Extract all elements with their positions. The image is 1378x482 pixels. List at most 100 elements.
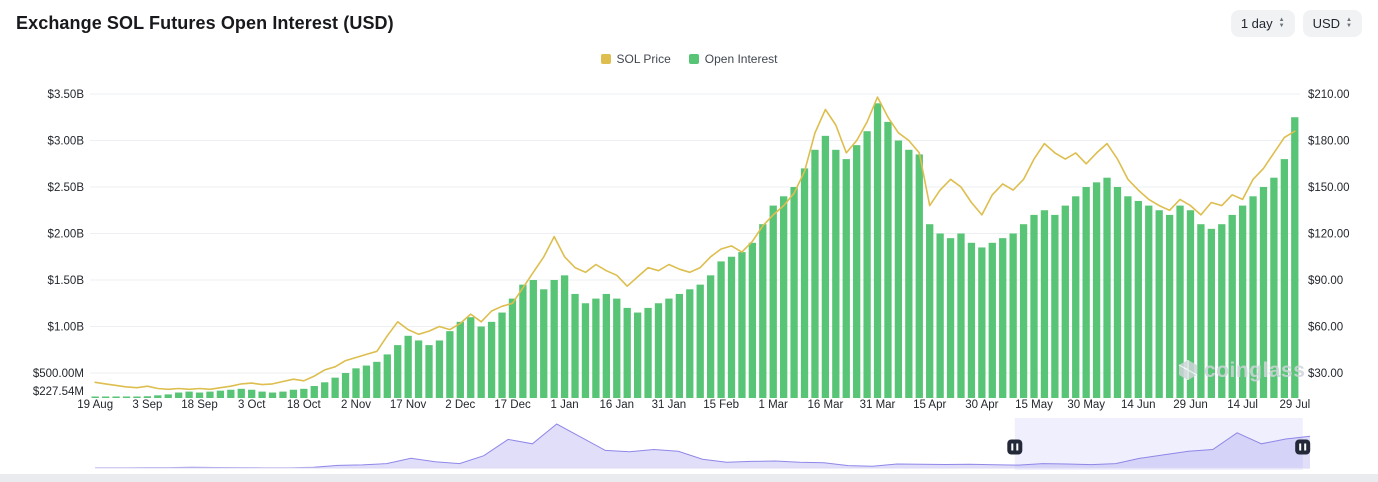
- navigator-selection[interactable]: [1014, 418, 1303, 470]
- oi-bar[interactable]: [414, 340, 423, 398]
- legend-item-sol-price[interactable]: SOL Price: [600, 52, 671, 66]
- oi-bar[interactable]: [331, 377, 339, 398]
- oi-bar[interactable]: [477, 326, 485, 399]
- oi-bar[interactable]: [164, 394, 172, 398]
- oi-bar[interactable]: [738, 252, 746, 398]
- oi-bar[interactable]: [341, 373, 350, 398]
- oi-bar[interactable]: [811, 149, 819, 398]
- navigator-handle-left[interactable]: [1007, 439, 1023, 455]
- oi-bar[interactable]: [529, 280, 537, 398]
- oi-bar[interactable]: [926, 224, 934, 398]
- oi-bar[interactable]: [1207, 228, 1215, 398]
- oi-bar[interactable]: [832, 149, 840, 398]
- navigator-handle-right[interactable]: [1295, 439, 1311, 455]
- oi-bar[interactable]: [362, 365, 371, 398]
- oi-bar[interactable]: [602, 293, 610, 398]
- oi-bar[interactable]: [373, 361, 381, 398]
- oi-bar[interactable]: [1270, 177, 1278, 398]
- oi-bar[interactable]: [258, 391, 266, 398]
- oi-bar[interactable]: [112, 396, 120, 399]
- oi-bar[interactable]: [487, 321, 496, 398]
- oi-bar[interactable]: [1113, 187, 1122, 398]
- oi-bar[interactable]: [467, 317, 475, 398]
- oi-bar[interactable]: [519, 284, 527, 398]
- oi-bar[interactable]: [1072, 196, 1080, 398]
- oi-bar[interactable]: [248, 389, 256, 398]
- oi-bar[interactable]: [1051, 214, 1059, 398]
- oi-bar[interactable]: [310, 386, 318, 398]
- oi-bar[interactable]: [91, 396, 99, 399]
- oi-bar[interactable]: [623, 307, 631, 398]
- oi-bar[interactable]: [1218, 224, 1226, 398]
- oi-bar[interactable]: [1228, 214, 1236, 398]
- oi-bar[interactable]: [1103, 177, 1111, 398]
- oi-bar[interactable]: [957, 233, 965, 399]
- oi-bar[interactable]: [1280, 159, 1288, 398]
- oi-bar[interactable]: [268, 392, 277, 398]
- oi-bar[interactable]: [1145, 205, 1153, 398]
- oi-bar[interactable]: [394, 345, 402, 398]
- oi-bar[interactable]: [1197, 224, 1205, 398]
- oi-bar[interactable]: [884, 121, 892, 399]
- oi-bar[interactable]: [853, 145, 861, 398]
- oi-bar[interactable]: [404, 335, 412, 398]
- oi-bar[interactable]: [978, 247, 986, 398]
- oi-bar[interactable]: [696, 284, 704, 398]
- oi-bar[interactable]: [769, 205, 777, 398]
- oi-bar[interactable]: [550, 280, 558, 398]
- oi-bar[interactable]: [686, 289, 694, 398]
- oi-bar[interactable]: [508, 298, 517, 398]
- oi-bar[interactable]: [613, 298, 621, 398]
- oi-bar[interactable]: [143, 396, 152, 398]
- oi-bar[interactable]: [456, 321, 464, 398]
- oi-bar[interactable]: [540, 289, 548, 398]
- oi-bar[interactable]: [905, 149, 913, 398]
- oi-bar[interactable]: [300, 388, 308, 398]
- oi-bar[interactable]: [289, 389, 298, 398]
- oi-bar[interactable]: [133, 396, 141, 399]
- oi-bar[interactable]: [154, 395, 162, 398]
- interval-select[interactable]: 1 day ▲ ▼: [1230, 9, 1295, 37]
- oi-bar[interactable]: [1040, 210, 1049, 398]
- oi-bar[interactable]: [748, 242, 757, 398]
- oi-bar[interactable]: [195, 392, 204, 398]
- oi-bar[interactable]: [227, 389, 235, 398]
- oi-bar[interactable]: [1155, 210, 1163, 398]
- oi-bar[interactable]: [571, 293, 579, 398]
- oi-bar[interactable]: [592, 298, 600, 398]
- oi-bar[interactable]: [352, 368, 360, 398]
- oi-bar[interactable]: [727, 256, 736, 398]
- oi-bar[interactable]: [759, 224, 767, 398]
- open-interest-bars[interactable]: [91, 103, 1299, 399]
- oi-bar[interactable]: [842, 159, 850, 398]
- horizontal-scrollbar[interactable]: [0, 474, 1378, 482]
- oi-bar[interactable]: [915, 154, 923, 398]
- oi-bar[interactable]: [1176, 205, 1184, 398]
- oi-bar[interactable]: [1030, 214, 1038, 398]
- oi-bar[interactable]: [560, 275, 569, 398]
- oi-bar[interactable]: [644, 307, 652, 398]
- oi-bar[interactable]: [175, 392, 183, 398]
- oi-bar[interactable]: [780, 196, 788, 398]
- main-chart[interactable]: $3.50B $3.00B $2.50B $2.00B $1.50B $1.00B $500…: [0, 72, 1378, 416]
- oi-bar[interactable]: [946, 238, 955, 398]
- oi-bar[interactable]: [498, 312, 506, 398]
- oi-bar[interactable]: [185, 391, 193, 398]
- oi-bar[interactable]: [1165, 214, 1174, 398]
- oi-bar[interactable]: [1249, 196, 1257, 398]
- oi-bar[interactable]: [446, 331, 454, 398]
- oi-bar[interactable]: [581, 303, 590, 398]
- oi-bar[interactable]: [435, 340, 444, 398]
- oi-bar[interactable]: [800, 168, 809, 398]
- oi-bar[interactable]: [321, 382, 329, 398]
- oi-bar[interactable]: [894, 140, 903, 399]
- oi-bar[interactable]: [665, 298, 673, 398]
- oi-bar[interactable]: [707, 275, 715, 398]
- oi-bar[interactable]: [717, 261, 725, 398]
- oi-bar[interactable]: [863, 131, 871, 398]
- oi-bar[interactable]: [1124, 196, 1132, 398]
- oi-bar[interactable]: [1259, 187, 1268, 398]
- oi-bar[interactable]: [1092, 182, 1101, 398]
- navigator[interactable]: [0, 416, 1378, 474]
- oi-bar[interactable]: [821, 135, 830, 398]
